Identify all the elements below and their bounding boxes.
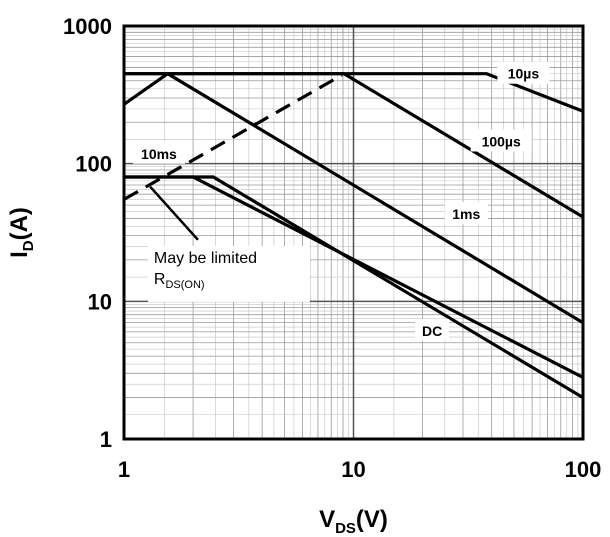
y-tick-label: 1 — [100, 427, 112, 452]
series-label: 100µs — [482, 133, 521, 149]
series-line-dc — [124, 175, 584, 399]
y-axis-title: ID(A) — [6, 207, 37, 258]
x-tick-label: 1 — [118, 457, 130, 482]
y-tick-label: 10 — [88, 289, 112, 314]
series-label: 10µs — [508, 66, 540, 82]
series-label-mask — [470, 129, 532, 152]
y-axis-title-sub: D — [20, 240, 37, 251]
series-label: DC — [422, 323, 442, 339]
x-tick-label: 10 — [341, 457, 365, 482]
y-axis-title-main: I — [6, 251, 33, 258]
annotation-line1: May be limited — [154, 250, 257, 267]
annotation-rdson-sub: DS(ON) — [165, 279, 204, 291]
x-axis-title-tail: (V) — [356, 506, 388, 533]
x-tick-label: 100 — [565, 457, 602, 482]
curves-layer — [123, 71, 584, 399]
x-axis-title-main: V — [319, 506, 335, 533]
annotation-line2: RDS(ON) — [154, 271, 205, 291]
series-line-1ms — [123, 71, 584, 325]
annotation-background — [147, 245, 310, 302]
series-label-mask — [497, 61, 550, 84]
y-tick-label: 1000 — [63, 14, 112, 39]
tick-labels: 1 10 100 1 10 100 1000 — [63, 14, 601, 482]
x-axis-title-sub: DS — [335, 520, 356, 537]
y-tick-label: 100 — [75, 152, 112, 177]
label-masks — [132, 61, 550, 341]
annotation-pointer — [149, 185, 199, 241]
annotation-rdson-main: R — [154, 271, 166, 288]
series-label-mask — [415, 318, 450, 341]
x-axis-title: VDS(V) — [319, 506, 388, 537]
rdson-limit-line — [123, 73, 343, 201]
series-label: 1ms — [452, 206, 480, 222]
series-label: 10ms — [141, 146, 177, 162]
curve-labels: 10µs 100µs 1ms 10ms DC — [141, 66, 539, 339]
series-label-mask — [444, 202, 488, 225]
series-label-mask — [132, 141, 185, 164]
series-line-100s — [124, 72, 584, 219]
plot-frame — [122, 24, 585, 441]
y-axis-title-tail: (A) — [6, 207, 33, 240]
